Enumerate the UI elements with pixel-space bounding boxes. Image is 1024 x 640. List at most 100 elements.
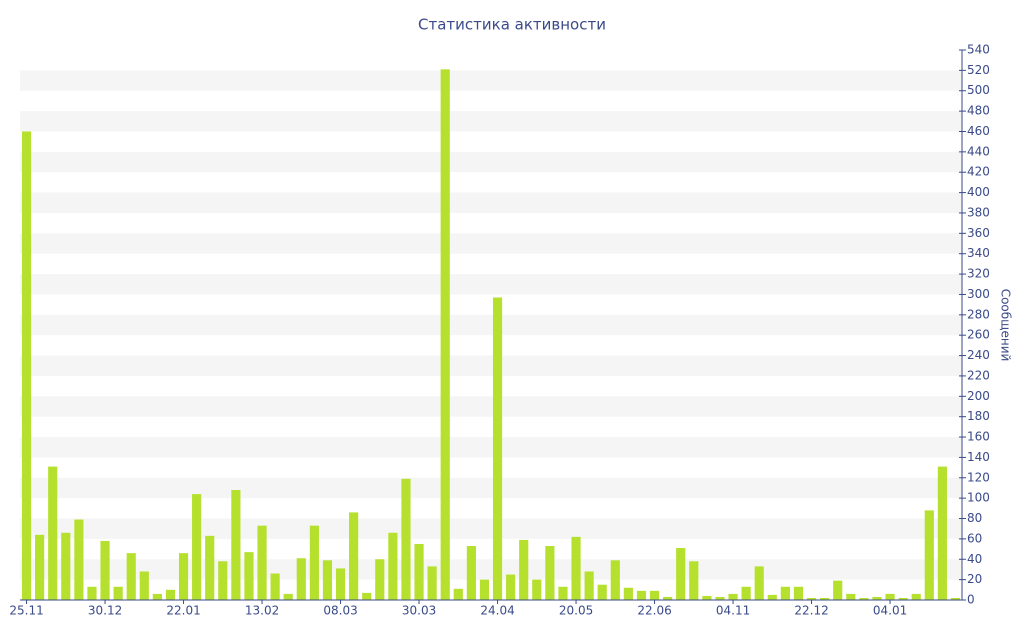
bar xyxy=(244,552,254,600)
bar xyxy=(296,558,306,600)
x-tick-label: 22.01 xyxy=(166,604,200,618)
y-tick-label: 480 xyxy=(967,104,990,118)
bar xyxy=(375,559,385,600)
y-tick-label: 220 xyxy=(967,368,990,382)
bar xyxy=(545,546,555,600)
y-tick-label: 160 xyxy=(967,430,990,444)
bar xyxy=(937,466,947,600)
bar xyxy=(414,543,424,600)
bar xyxy=(780,586,790,600)
bar xyxy=(820,597,830,600)
bar xyxy=(349,512,359,600)
bar xyxy=(833,580,843,600)
bar xyxy=(335,568,346,600)
bar xyxy=(558,586,568,600)
bar xyxy=(74,519,84,600)
grid-band xyxy=(20,437,962,458)
bar xyxy=(898,597,908,600)
bar xyxy=(924,510,934,600)
bar xyxy=(623,587,633,600)
y-tick-label: 440 xyxy=(967,144,990,158)
bar xyxy=(270,573,280,600)
x-tick-label: 13.02 xyxy=(245,604,279,618)
bar xyxy=(741,586,751,600)
x-tick-label: 04.11 xyxy=(716,604,750,618)
bar xyxy=(257,525,267,600)
grid-band xyxy=(20,192,962,213)
bar xyxy=(388,532,398,600)
y-tick-label: 380 xyxy=(967,205,990,219)
bar xyxy=(21,131,32,600)
bar xyxy=(610,560,620,600)
grid-band xyxy=(20,314,962,336)
y-tick-label: 140 xyxy=(967,450,990,464)
grid-band xyxy=(20,274,962,295)
y-tick-label: 80 xyxy=(967,511,982,525)
bar xyxy=(663,596,673,600)
y-tick-label: 500 xyxy=(967,83,990,97)
y-tick-label: 540 xyxy=(967,43,990,57)
bar xyxy=(231,490,241,600)
y-tick-label: 60 xyxy=(967,531,982,545)
x-tick-label: 22.12 xyxy=(794,604,828,618)
bar xyxy=(689,561,699,600)
bar xyxy=(165,589,176,600)
bar xyxy=(584,571,594,600)
grid-band xyxy=(20,233,962,254)
x-tick-label: 24.04 xyxy=(480,604,514,618)
x-tick-label: 04.01 xyxy=(873,604,907,618)
bar xyxy=(885,593,895,600)
bar xyxy=(466,546,476,600)
bar xyxy=(100,540,110,600)
bar xyxy=(492,297,503,600)
bar xyxy=(754,566,764,600)
y-tick-label: 420 xyxy=(967,165,990,179)
grid-band xyxy=(20,70,962,91)
bar xyxy=(35,534,45,600)
bar xyxy=(649,590,660,600)
bar xyxy=(793,586,804,600)
bar xyxy=(440,69,450,600)
y-tick-label: 320 xyxy=(967,267,990,281)
bar xyxy=(806,597,817,600)
bar xyxy=(532,579,542,600)
grid-band xyxy=(20,477,962,499)
bar xyxy=(519,539,529,600)
y-tick-label: 200 xyxy=(967,389,990,403)
grid-band xyxy=(20,355,962,376)
bar xyxy=(859,597,869,600)
y-tick-label: 120 xyxy=(967,470,990,484)
bar xyxy=(767,594,777,600)
bar xyxy=(218,561,228,600)
x-tick-label: 08.03 xyxy=(323,604,357,618)
y-tick-label: 240 xyxy=(967,348,990,362)
bar xyxy=(139,571,149,600)
bar xyxy=(192,494,202,600)
bar xyxy=(205,535,215,600)
bar xyxy=(48,466,58,600)
y-tick-label: 40 xyxy=(967,552,982,566)
bar xyxy=(702,595,712,600)
bar xyxy=(872,596,882,600)
y-tick-label: 520 xyxy=(967,63,990,77)
y-tick-label: 340 xyxy=(967,246,990,260)
grid-band xyxy=(20,151,962,173)
y-tick-label: 360 xyxy=(967,226,990,240)
bar xyxy=(728,593,738,600)
y-tick-label: 260 xyxy=(967,328,990,342)
bar xyxy=(61,532,71,600)
bar xyxy=(676,548,686,600)
bar xyxy=(283,593,293,600)
grid-band xyxy=(20,559,962,580)
bar xyxy=(846,593,856,600)
bar xyxy=(950,597,961,600)
bar xyxy=(636,590,647,600)
bar xyxy=(309,525,319,600)
bar xyxy=(453,588,463,600)
y-tick-label: 280 xyxy=(967,307,990,321)
grid-band xyxy=(20,518,962,539)
x-tick-label: 25.11 xyxy=(9,604,43,618)
bar xyxy=(178,553,189,600)
bar xyxy=(401,478,411,600)
